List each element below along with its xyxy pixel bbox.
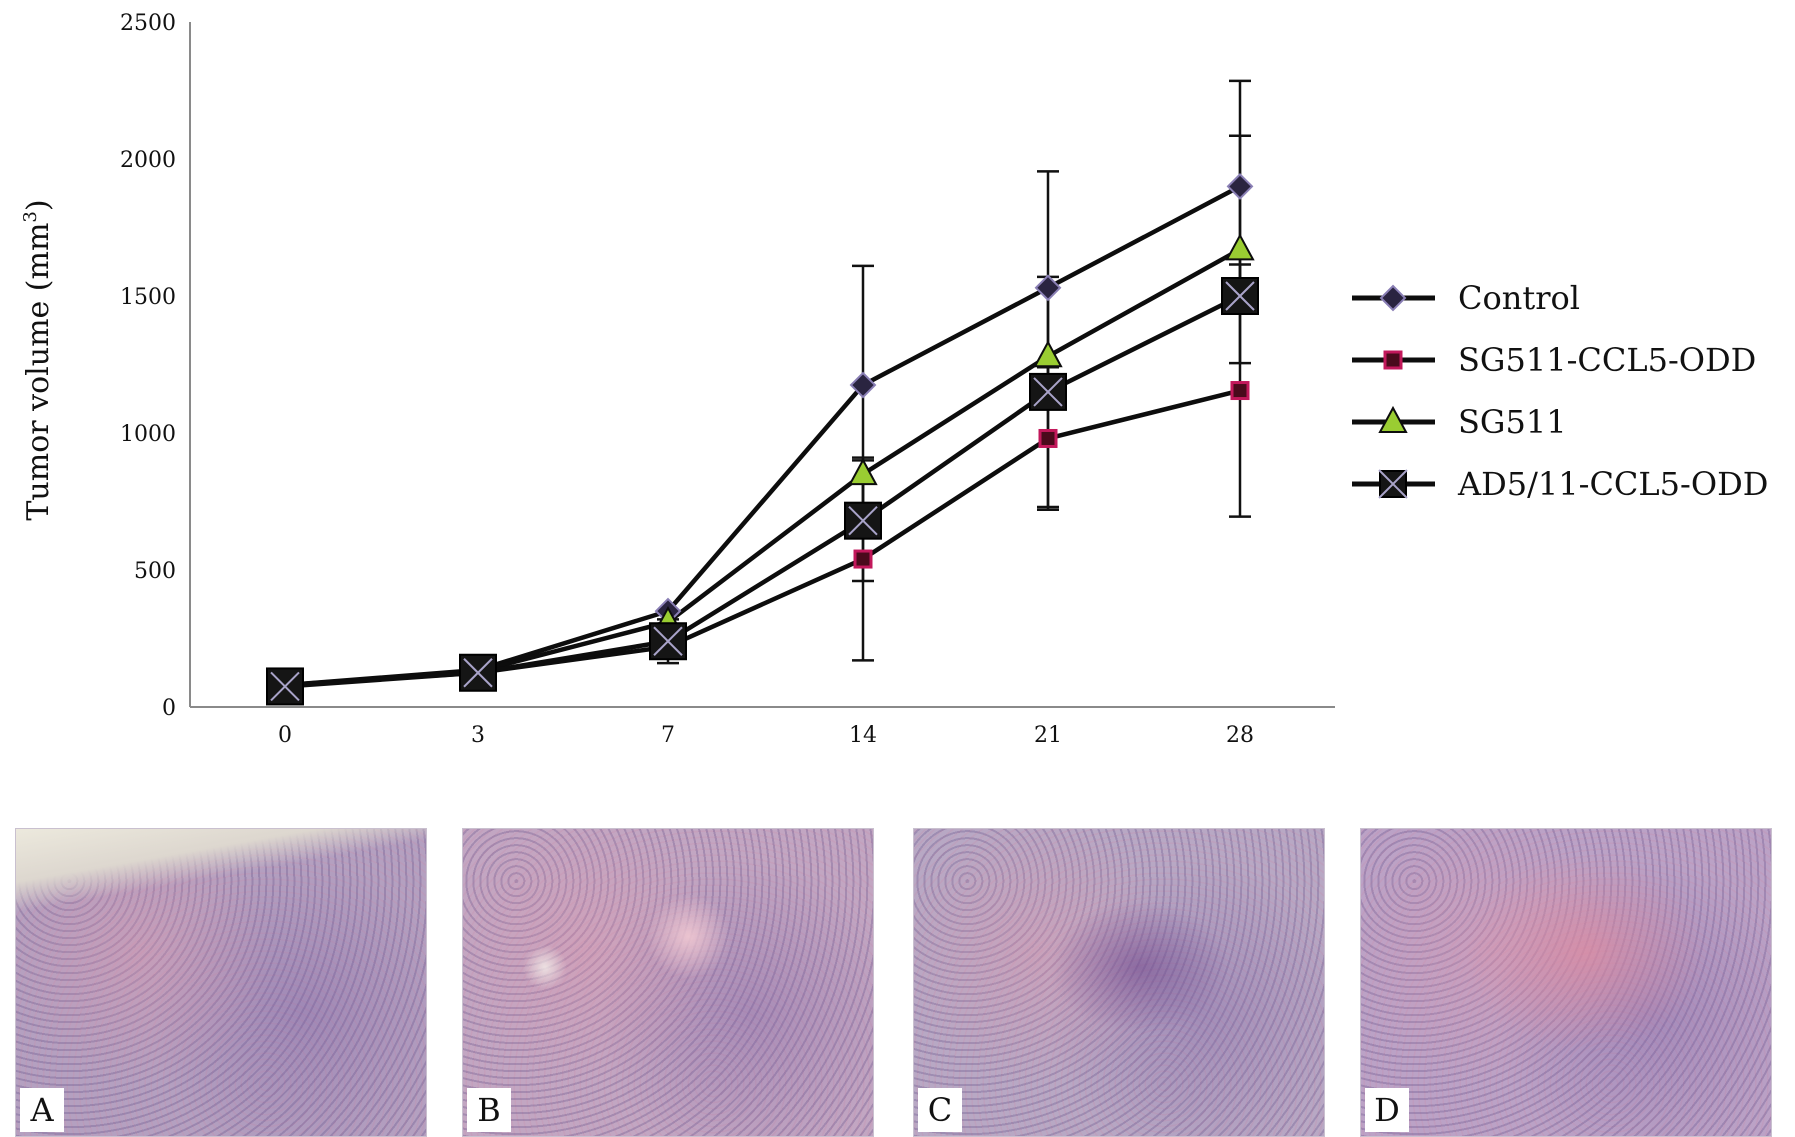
square-marker — [853, 549, 873, 569]
data-point — [1378, 469, 1408, 499]
triangle-marker — [848, 458, 878, 486]
legend-item: AD5/11-CCL5-ODD — [1352, 465, 1768, 503]
marker-cross — [1378, 469, 1408, 499]
x-tick-label: 28 — [1226, 723, 1254, 748]
marker-cross — [848, 505, 878, 536]
error-bars — [657, 79, 1251, 665]
y-axis-label-text: Tumor volume (mm — [21, 223, 56, 521]
panel-label: D — [1365, 1088, 1409, 1132]
x-tick-label: 3 — [471, 723, 485, 748]
y-tick-label: 2500 — [120, 11, 176, 36]
data-point — [848, 458, 878, 486]
x-tick-label: 0 — [278, 723, 292, 748]
data-point — [649, 622, 687, 661]
data-point — [1033, 340, 1063, 368]
axes — [189, 22, 1335, 708]
histology-panel-b: B — [462, 828, 874, 1137]
data-point — [1378, 405, 1408, 433]
panel-label: A — [20, 1088, 64, 1132]
y-tick-label: 500 — [134, 559, 176, 584]
data-point — [1029, 372, 1067, 411]
square-marker — [1038, 428, 1058, 448]
marker-cross — [270, 671, 300, 702]
series-line — [284, 388, 1241, 688]
diamond-marker — [849, 371, 877, 399]
data-point — [1034, 274, 1062, 302]
legend-item: SG511-CCL5-ODD — [1352, 341, 1756, 379]
legend-item: SG511 — [1352, 403, 1567, 441]
series-line — [284, 247, 1242, 688]
triangle-marker — [1225, 233, 1255, 261]
legend: Control SG511-CCL5-ODD SG511 AD5/11-CCL5-OD… — [1352, 279, 1768, 503]
marker-cross — [1225, 281, 1255, 311]
data-point — [853, 549, 873, 569]
data-point — [1230, 381, 1250, 401]
x-tick-label: 7 — [661, 723, 675, 748]
marker-cross — [1033, 377, 1063, 407]
legend-label: SG511-CCL5-ODD — [1458, 341, 1756, 379]
triangle-marker — [1033, 340, 1063, 368]
series-line — [284, 184, 1242, 688]
legend-item: Control — [1352, 279, 1580, 317]
legend-label: SG511 — [1458, 403, 1567, 441]
square-marker — [1383, 350, 1403, 370]
histology-panel-c: C — [913, 828, 1325, 1137]
y-tick-label: 0 — [162, 696, 176, 721]
diamond-marker — [1379, 284, 1407, 312]
series-line — [284, 293, 1242, 689]
data-point — [849, 371, 877, 399]
series-lines — [284, 184, 1242, 689]
tumor-volume-chart: 0 500 1000 1500 2000 2500 0 3 7 14 21 28 Tumor volu… — [20, 11, 1768, 748]
histology-panel-d: D — [1360, 828, 1772, 1137]
data-point — [1383, 350, 1403, 370]
triangle-marker — [1378, 405, 1408, 433]
data-point — [1225, 233, 1255, 261]
data-point — [1379, 284, 1407, 312]
panel-label: C — [918, 1088, 962, 1132]
panel-label: B — [467, 1088, 511, 1132]
data-point — [1226, 172, 1254, 200]
square-marker — [1230, 381, 1250, 401]
data-point — [459, 653, 497, 692]
diamond-marker — [1226, 172, 1254, 200]
y-axis-label-superscript: 3 — [20, 211, 41, 222]
x-tick-label: 14 — [849, 723, 877, 748]
y-tick-label: 2000 — [120, 148, 176, 173]
series-markers — [266, 172, 1259, 706]
histology-panel-a: A — [15, 828, 427, 1137]
y-tick-label: 1000 — [120, 422, 176, 447]
y-tick-label: 1500 — [120, 285, 176, 310]
legend-label: Control — [1458, 279, 1580, 317]
marker-cross — [463, 658, 493, 688]
tick-labels: 0 500 1000 1500 2000 2500 0 3 7 14 21 28 — [120, 11, 1254, 748]
data-point — [1221, 277, 1259, 315]
marker-cross — [653, 626, 683, 656]
data-point — [844, 501, 882, 540]
y-axis-label-close: ) — [21, 199, 56, 211]
x-tick-label: 21 — [1034, 723, 1062, 748]
data-point — [266, 667, 304, 706]
diamond-marker — [1034, 274, 1062, 302]
data-point — [1038, 428, 1058, 448]
legend-label: AD5/11-CCL5-ODD — [1457, 465, 1768, 503]
y-axis-label: Tumor volume (mm3) — [20, 199, 56, 520]
